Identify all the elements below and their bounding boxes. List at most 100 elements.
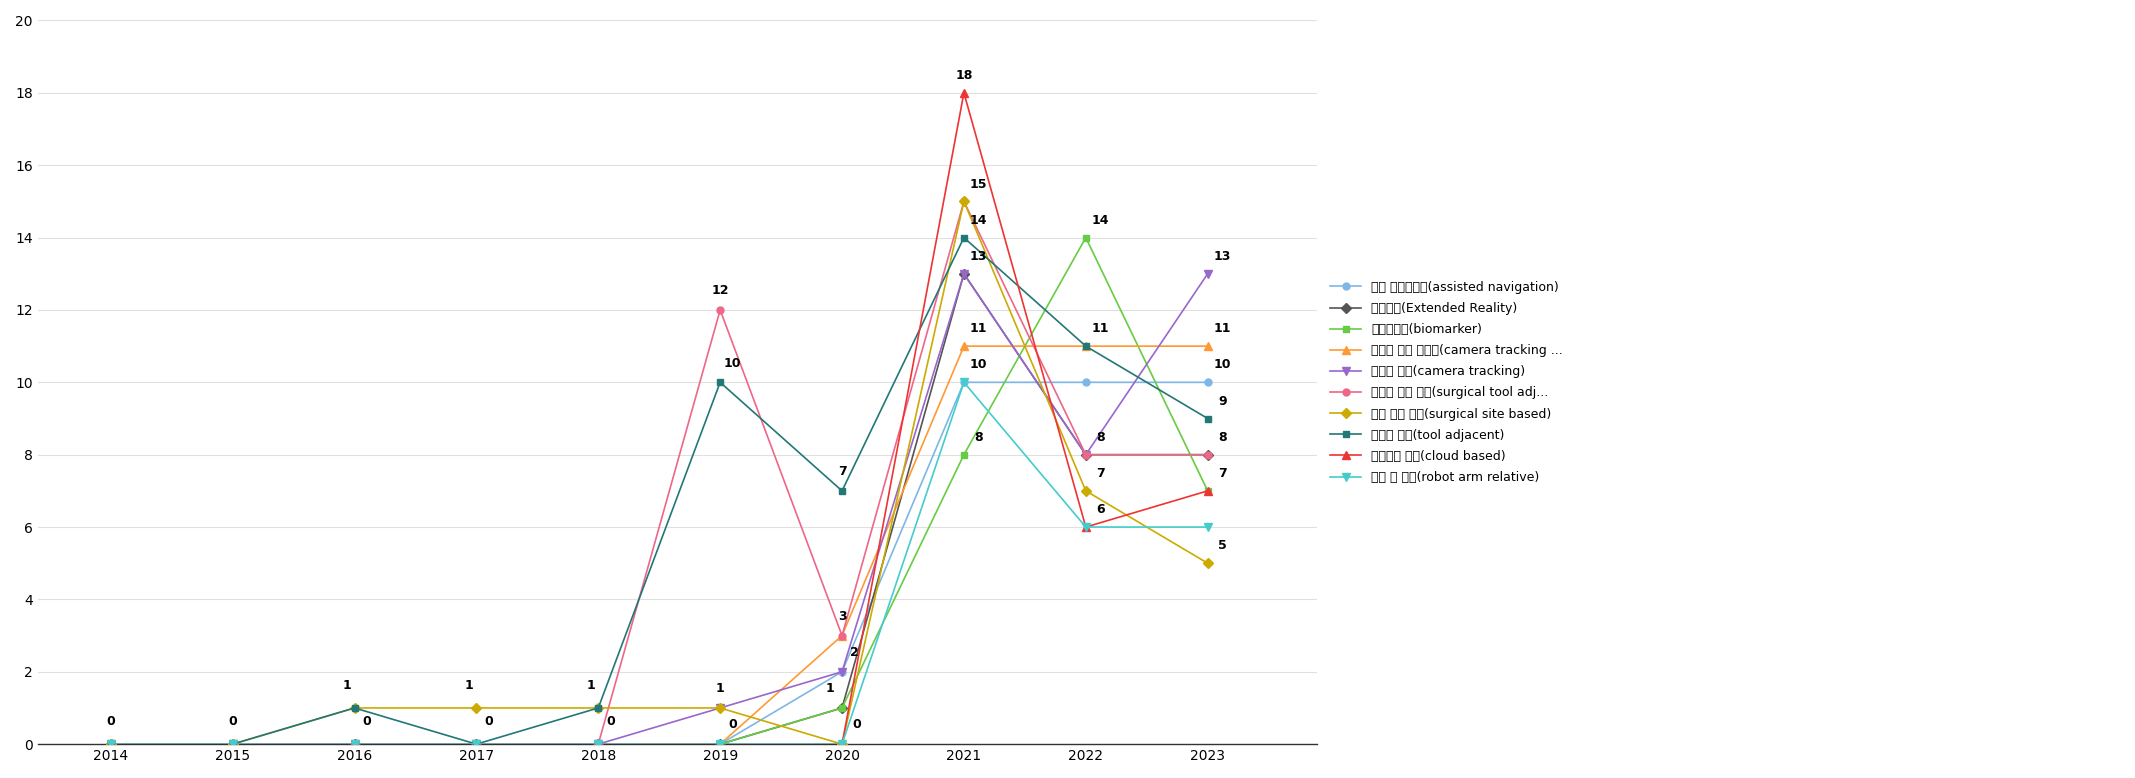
로봇 팔 관련(robot arm relative)	[950, 377, 976, 387]
로봇 팔 관련(robot arm relative)	[98, 739, 124, 748]
Text: 0: 0	[485, 715, 493, 728]
Text: 0: 0	[852, 718, 860, 731]
Text: 7: 7	[1217, 467, 1228, 480]
인접한 도구(tool adjacent)	[1074, 342, 1100, 351]
Text: 10: 10	[969, 359, 986, 371]
Text: 0: 0	[728, 718, 737, 731]
인접한 수술 도구(surgical tool adj...	[828, 631, 854, 640]
클라우드 기반(cloud based)	[463, 739, 489, 748]
확장현실(Extended Reality)	[342, 739, 367, 748]
로봇 팔 관련(robot arm relative)	[585, 739, 611, 748]
Text: 1: 1	[587, 678, 596, 692]
카메라 추적 시스템(camera tracking ...	[463, 739, 489, 748]
지원 내비게이션(assisted navigation)	[463, 739, 489, 748]
카메라 추적(camera tracking)	[1074, 450, 1100, 459]
Text: 7: 7	[1095, 467, 1104, 480]
지원 내비게이션(assisted navigation)	[1196, 377, 1221, 387]
확장현실(Extended Reality)	[220, 739, 246, 748]
클라우드 기반(cloud based)	[828, 739, 854, 748]
Text: 15: 15	[969, 177, 986, 191]
Text: 10: 10	[1213, 359, 1232, 371]
Text: 11: 11	[1213, 322, 1232, 335]
Text: 18: 18	[954, 69, 974, 82]
바이오마커(biomarker)	[828, 703, 854, 713]
카메라 추적 시스템(camera tracking ...	[98, 739, 124, 748]
바이오마커(biomarker)	[220, 739, 246, 748]
카메라 추적(camera tracking)	[342, 739, 367, 748]
Line: 카메라 추적 시스템(camera tracking ...: 카메라 추적 시스템(camera tracking ...	[107, 342, 1213, 748]
인접한 수술 도구(surgical tool adj...	[1074, 450, 1100, 459]
카메라 추적(camera tracking)	[463, 739, 489, 748]
지원 내비게이션(assisted navigation)	[828, 667, 854, 676]
인접한 수술 도구(surgical tool adj...	[342, 739, 367, 748]
클라우드 기반(cloud based)	[98, 739, 124, 748]
Text: 1: 1	[344, 678, 352, 692]
인접한 도구(tool adjacent)	[1196, 414, 1221, 423]
지원 내비게이션(assisted navigation)	[585, 739, 611, 748]
인접한 수술 도구(surgical tool adj...	[707, 305, 732, 314]
로봇 팔 관련(robot arm relative)	[828, 739, 854, 748]
Text: 11: 11	[969, 322, 986, 335]
확장현실(Extended Reality)	[1196, 450, 1221, 459]
Text: 0: 0	[363, 715, 371, 728]
카메라 추적(camera tracking)	[1196, 269, 1221, 279]
지원 내비게이션(assisted navigation)	[1074, 377, 1100, 387]
Legend: 지원 내비게이션(assisted navigation), 확장현실(Extended Reality), 바이오마커(biomarker), 카메라 추적 : 지원 내비게이션(assisted navigation), 확장현실(Exte…	[1330, 281, 1563, 484]
카메라 추적(camera tracking)	[585, 739, 611, 748]
Text: 8: 8	[1217, 431, 1228, 443]
Text: 8: 8	[974, 431, 982, 443]
Text: 5: 5	[1217, 539, 1228, 552]
인접한 도구(tool adjacent)	[707, 377, 732, 387]
Text: 13: 13	[969, 250, 986, 263]
지원 내비게이션(assisted navigation)	[98, 739, 124, 748]
Text: 6: 6	[1095, 503, 1104, 516]
Line: 카메라 추적(camera tracking): 카메라 추적(camera tracking)	[107, 270, 1213, 748]
클라우드 기반(cloud based)	[585, 739, 611, 748]
인접한 수술 도구(surgical tool adj...	[585, 739, 611, 748]
수술 부위 기반(surgical site based)	[828, 739, 854, 748]
확장현실(Extended Reality)	[707, 739, 732, 748]
수술 부위 기반(surgical site based)	[220, 739, 246, 748]
확장현실(Extended Reality)	[950, 269, 976, 279]
수술 부위 기반(surgical site based)	[1196, 559, 1221, 568]
바이오마커(biomarker)	[463, 739, 489, 748]
Text: 0: 0	[228, 715, 237, 728]
카메라 추적 시스템(camera tracking ...	[585, 739, 611, 748]
Text: 11: 11	[1091, 322, 1110, 335]
Line: 확장현실(Extended Reality): 확장현실(Extended Reality)	[107, 270, 1211, 748]
바이오마커(biomarker)	[1074, 233, 1100, 242]
클라우드 기반(cloud based)	[1074, 522, 1100, 531]
카메라 추적(camera tracking)	[828, 667, 854, 676]
Text: 0: 0	[606, 715, 615, 728]
Line: 인접한 도구(tool adjacent): 인접한 도구(tool adjacent)	[107, 234, 1211, 748]
클라우드 기반(cloud based)	[707, 739, 732, 748]
확장현실(Extended Reality)	[98, 739, 124, 748]
Text: 14: 14	[1091, 214, 1110, 226]
바이오마커(biomarker)	[707, 739, 732, 748]
Line: 로봇 팔 관련(robot arm relative): 로봇 팔 관련(robot arm relative)	[107, 378, 1213, 748]
Text: 10: 10	[724, 356, 741, 370]
Line: 인접한 수술 도구(surgical tool adj...: 인접한 수술 도구(surgical tool adj...	[107, 198, 1211, 748]
카메라 추적(camera tracking)	[707, 703, 732, 713]
인접한 도구(tool adjacent)	[220, 739, 246, 748]
바이오마커(biomarker)	[98, 739, 124, 748]
수술 부위 기반(surgical site based)	[950, 197, 976, 206]
카메라 추적 시스템(camera tracking ...	[950, 342, 976, 351]
클라우드 기반(cloud based)	[1196, 486, 1221, 496]
인접한 도구(tool adjacent)	[463, 739, 489, 748]
Line: 지원 내비게이션(assisted navigation): 지원 내비게이션(assisted navigation)	[107, 379, 1211, 748]
인접한 도구(tool adjacent)	[342, 703, 367, 713]
Text: 1: 1	[465, 678, 474, 692]
Text: 12: 12	[711, 284, 728, 297]
지원 내비게이션(assisted navigation)	[707, 739, 732, 748]
확장현실(Extended Reality)	[1074, 450, 1100, 459]
카메라 추적(camera tracking)	[220, 739, 246, 748]
로봇 팔 관련(robot arm relative)	[1196, 522, 1221, 531]
Text: 13: 13	[1213, 250, 1232, 263]
수술 부위 기반(surgical site based)	[585, 703, 611, 713]
확장현실(Extended Reality)	[828, 703, 854, 713]
인접한 수술 도구(surgical tool adj...	[463, 739, 489, 748]
카메라 추적(camera tracking)	[950, 269, 976, 279]
카메라 추적 시스템(camera tracking ...	[1196, 342, 1221, 351]
Line: 수술 부위 기반(surgical site based): 수술 부위 기반(surgical site based)	[107, 198, 1211, 748]
